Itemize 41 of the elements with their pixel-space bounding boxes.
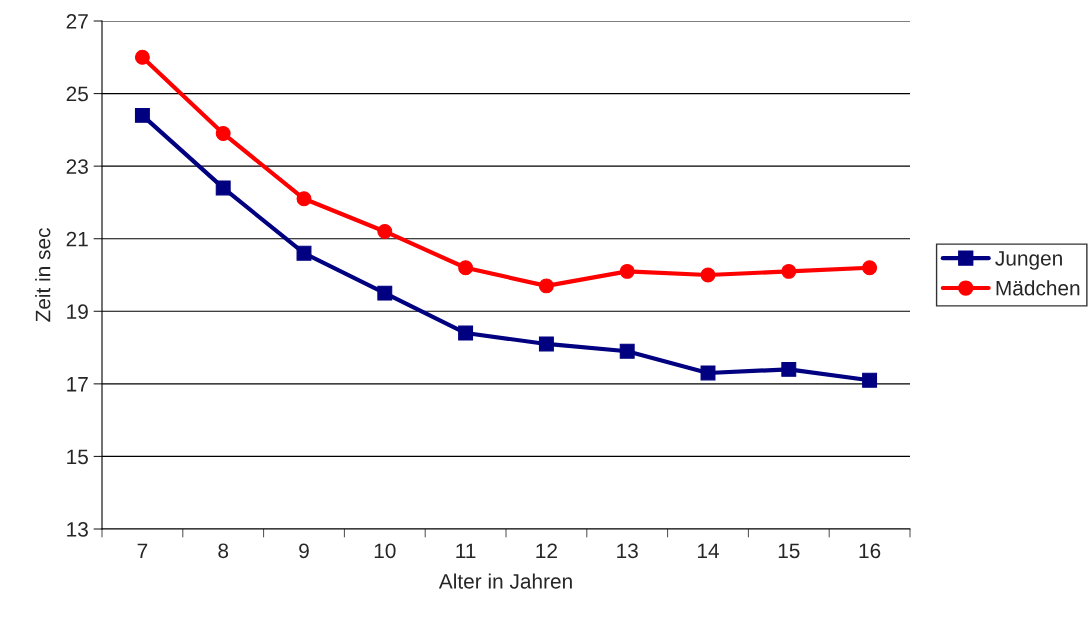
point <box>458 325 474 341</box>
point <box>296 245 312 261</box>
point <box>134 107 150 123</box>
point <box>296 191 312 207</box>
x-tick-label: 14 <box>698 543 719 558</box>
y-tick-label: 27 <box>66 14 88 29</box>
point <box>215 126 231 141</box>
point <box>538 336 554 352</box>
point <box>538 278 554 294</box>
y-tick-label: 17 <box>67 377 88 392</box>
legend-label: Mädchen <box>996 280 1080 296</box>
point <box>619 263 635 279</box>
x-tick-label: 11 <box>456 543 476 558</box>
x-tick-label: 10 <box>374 543 396 559</box>
x-tick-label: 12 <box>536 543 557 558</box>
y-tick-label: 19 <box>67 304 88 320</box>
point <box>862 260 878 276</box>
y-tick-label: 15 <box>67 449 88 465</box>
point <box>215 180 231 196</box>
point <box>377 285 393 301</box>
x-tick-label: 9 <box>299 543 309 559</box>
y-tick-label: 13 <box>67 522 88 537</box>
y-tick-label: 25 <box>66 86 88 102</box>
x-tick-label: 7 <box>137 543 148 558</box>
x-tick-label: 8 <box>218 543 229 559</box>
y-axis-title: Zeit in sec <box>35 228 51 322</box>
legend-label: Jungen <box>995 251 1062 270</box>
point <box>377 223 393 239</box>
point <box>458 260 474 276</box>
x-tick-label: 15 <box>778 543 800 559</box>
point <box>781 361 797 377</box>
y-tick-label: 23 <box>66 159 88 174</box>
point <box>781 263 797 279</box>
point <box>700 267 716 283</box>
x-tick-label: 16 <box>859 543 881 559</box>
point <box>862 372 878 388</box>
y-tick-label: 21 <box>66 231 88 247</box>
point <box>134 49 150 65</box>
point <box>619 343 635 359</box>
x-tick-label: 13 <box>617 543 638 559</box>
x-axis-title: Alter in Jahren <box>438 573 572 589</box>
